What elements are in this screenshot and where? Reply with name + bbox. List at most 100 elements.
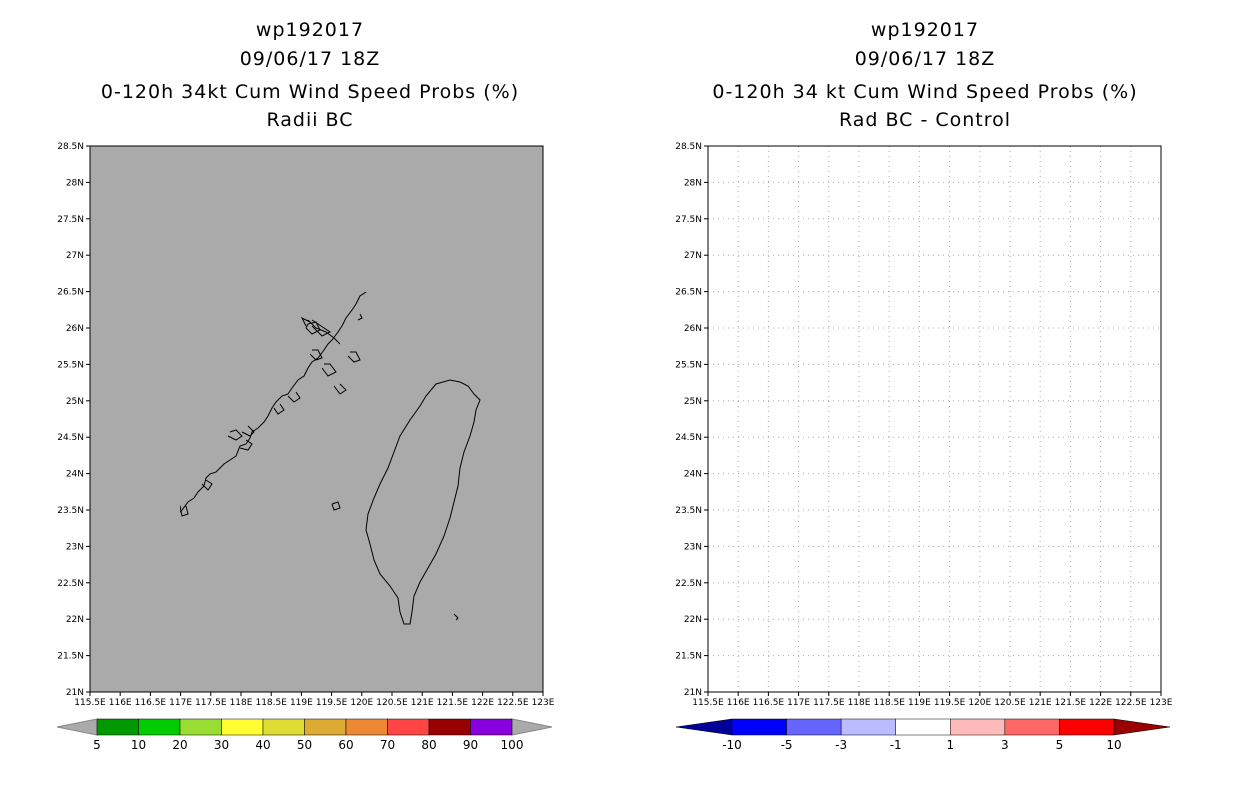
colorbar-label: 100 bbox=[501, 738, 524, 752]
panel2-product: 0-120h 34 kt Cum Wind Speed Probs (%) bbox=[712, 81, 1138, 103]
lat-label: 28N bbox=[684, 178, 702, 188]
colorbar-label: 1 bbox=[946, 738, 954, 752]
colorbar-label: 10 bbox=[131, 738, 146, 752]
lon-label: 118E bbox=[848, 698, 871, 708]
panel1-lon-labels: 115.5E 116E 116.5E 117E 117.5E 118E 118.5E 119E… bbox=[74, 692, 555, 708]
lon-label: 119.5E bbox=[934, 698, 966, 708]
colorbar-label: 80 bbox=[421, 738, 436, 752]
lat-label: 21N bbox=[684, 688, 702, 698]
lon-label: 118E bbox=[230, 698, 253, 708]
lat-label: 22N bbox=[66, 615, 84, 625]
colorbar-swatch bbox=[138, 718, 181, 736]
lon-label: 116.5E bbox=[135, 698, 167, 708]
colorbar-label: -3 bbox=[835, 738, 847, 752]
lat-label: 25.5N bbox=[57, 360, 84, 370]
colorbar-swatch bbox=[731, 718, 787, 736]
colorbar-swatch bbox=[428, 718, 471, 736]
colorbar-label: 40 bbox=[255, 738, 270, 752]
panel1-subtitle: Radii BC bbox=[266, 109, 354, 131]
colorbar-label: -5 bbox=[781, 738, 793, 752]
colorbar-swatch bbox=[895, 718, 951, 736]
lon-label: 121.5E bbox=[437, 698, 469, 708]
lon-label: 123E bbox=[1150, 698, 1173, 708]
lat-label: 21.5N bbox=[675, 652, 702, 662]
colorbar-swatch bbox=[262, 718, 305, 736]
colorbar-right-arrow bbox=[511, 718, 553, 736]
lon-label: 120.5E bbox=[376, 698, 408, 708]
colorbar-label: 5 bbox=[93, 738, 101, 752]
panel2-background bbox=[708, 146, 1161, 692]
lon-label: 123E bbox=[532, 698, 555, 708]
lon-label: 117E bbox=[787, 698, 810, 708]
colorbar-right-arrow bbox=[1113, 718, 1171, 736]
colorbar-label: -10 bbox=[722, 738, 742, 752]
lat-label: 21N bbox=[66, 688, 84, 698]
colorbar-label: 70 bbox=[380, 738, 395, 752]
panel2-subtitle: Rad BC - Control bbox=[838, 109, 1012, 131]
lon-label: 115.5E bbox=[692, 698, 724, 708]
panel1-colorbar-labels: 5 10 20 30 40 50 60 70 80 90 100 bbox=[93, 738, 523, 752]
lat-label: 27N bbox=[66, 251, 84, 261]
lon-label: 120E bbox=[350, 698, 373, 708]
lon-label: 119E bbox=[290, 698, 313, 708]
lon-label: 115.5E bbox=[74, 698, 106, 708]
lat-label: 23.5N bbox=[675, 506, 702, 516]
panel2-colorbar bbox=[675, 718, 1171, 736]
lon-label: 117E bbox=[169, 698, 192, 708]
lon-label: 116E bbox=[727, 698, 750, 708]
panel2-datetime: 09/06/17 18Z bbox=[854, 48, 996, 70]
lon-label: 122E bbox=[471, 698, 494, 708]
lat-label: 23N bbox=[684, 542, 702, 552]
lon-label: 121.5E bbox=[1055, 698, 1087, 708]
lat-label: 25N bbox=[684, 397, 702, 407]
colorbar-swatch bbox=[96, 718, 139, 736]
colorbar-label: 20 bbox=[172, 738, 187, 752]
lat-label: 25N bbox=[66, 397, 84, 407]
lat-label: 22.5N bbox=[57, 579, 84, 589]
panel2-frame bbox=[707, 145, 1162, 693]
lon-label: 122.5E bbox=[1115, 698, 1147, 708]
panel1-map: 28.5N 28N 27.5N 27N 26.5N 26N 25.5N 25N 24.5N 24N… bbox=[57, 142, 555, 708]
colorbar-label: 30 bbox=[214, 738, 229, 752]
lat-label: 27.5N bbox=[675, 215, 702, 225]
colorbar-swatch bbox=[1059, 718, 1115, 736]
lat-label: 28.5N bbox=[675, 142, 702, 152]
panel2-title: wp192017 09/06/17 18Z 0-120h 34 kt Cum W… bbox=[660, 16, 1190, 133]
lon-label: 118.5E bbox=[255, 698, 287, 708]
panel1-frame bbox=[89, 145, 544, 693]
colorbar-label: 5 bbox=[1056, 738, 1064, 752]
lon-label: 118.5E bbox=[873, 698, 905, 708]
lat-label: 26.5N bbox=[57, 288, 84, 298]
panel1-title: wp192017 09/06/17 18Z 0-120h 34kt Cum Wi… bbox=[60, 16, 560, 133]
colorbar-label: 10 bbox=[1106, 738, 1121, 752]
panel2-storm-id: wp192017 bbox=[870, 19, 980, 41]
colorbar-label: 50 bbox=[297, 738, 312, 752]
lat-label: 26N bbox=[684, 324, 702, 334]
lon-label: 119.5E bbox=[316, 698, 348, 708]
lat-label: 26N bbox=[66, 324, 84, 334]
lon-label: 120.5E bbox=[994, 698, 1026, 708]
colorbar-label: 3 bbox=[1001, 738, 1009, 752]
lat-label: 25.5N bbox=[675, 360, 702, 370]
colorbar-swatch bbox=[304, 718, 347, 736]
lon-label: 117.5E bbox=[195, 698, 227, 708]
lon-label: 119E bbox=[908, 698, 931, 708]
panel1-lat-labels: 28.5N 28N 27.5N 27N 26.5N 26N 25.5N 25N 24.5N 24N… bbox=[57, 142, 90, 698]
panel2-lat-labels: 28.5N 28N 27.5N 27N 26.5N 26N 25.5N 25N 24.5N 24N… bbox=[675, 142, 708, 698]
lat-label: 27.5N bbox=[57, 215, 84, 225]
colorbar-swatch bbox=[1004, 718, 1060, 736]
lat-label: 23.5N bbox=[57, 506, 84, 516]
colorbar-swatch bbox=[840, 718, 896, 736]
colorbar-label: 90 bbox=[463, 738, 478, 752]
lat-label: 22.5N bbox=[675, 579, 702, 589]
colorbar-swatch bbox=[221, 718, 264, 736]
lat-label: 26.5N bbox=[675, 288, 702, 298]
lat-label: 24.5N bbox=[57, 433, 84, 443]
lat-label: 28.5N bbox=[57, 142, 84, 152]
panel2-colorbar-labels: -10 -5 -3 -1 1 3 5 10 bbox=[722, 738, 1121, 752]
colorbar-swatch bbox=[950, 718, 1006, 736]
lon-label: 122.5E bbox=[497, 698, 529, 708]
lat-label: 24N bbox=[684, 470, 702, 480]
colorbar-label: -1 bbox=[890, 738, 902, 752]
